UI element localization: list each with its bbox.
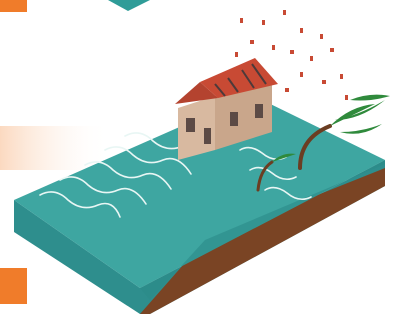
orange-band <box>0 126 110 170</box>
orange-block <box>0 268 27 304</box>
orange-tab <box>0 0 27 12</box>
teal-tab <box>108 0 150 11</box>
flood-illustration <box>0 0 413 314</box>
